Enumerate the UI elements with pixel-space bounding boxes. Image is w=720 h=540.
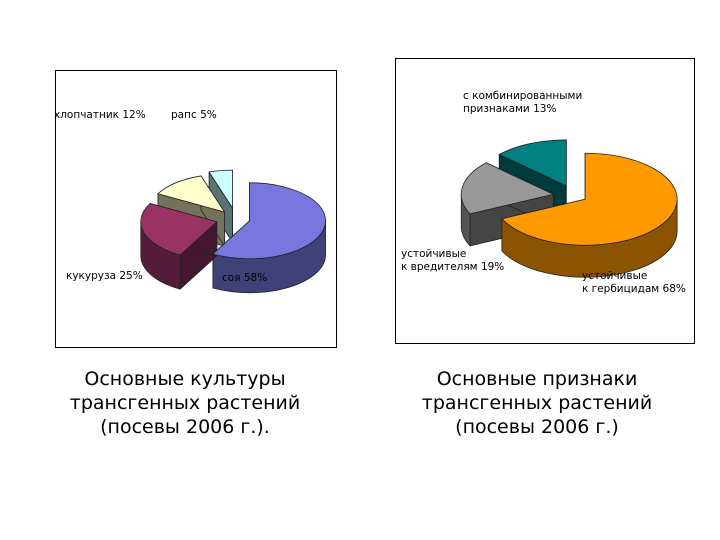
- caption-traits: Основные признаки трансгенных растений (…: [421, 368, 653, 438]
- traits-slice-1-top: [460, 162, 554, 215]
- label-corn: кукуруза 25%: [66, 270, 143, 282]
- label-rapeseed: рапс 5%: [171, 109, 217, 121]
- crops-slice-0-top: [212, 182, 326, 260]
- label-cotton: хлопчатник 12%: [54, 109, 146, 121]
- crops-slice-2-top: [157, 175, 225, 213]
- caption-crops: Основные культуры трансгенных растений (…: [69, 368, 301, 438]
- traits-slice-0-top: [501, 152, 678, 246]
- chart-area-crops: хлопчатник 12% рапс 5% кукуруза 25% соя …: [54, 70, 337, 348]
- traits-slice-2-top: [498, 139, 567, 187]
- crops-slice-1-top: [140, 203, 218, 256]
- label-soy: соя 58%: [222, 272, 268, 284]
- pie-chart-traits: [460, 139, 678, 278]
- label-combined-traits: с комбинированными признаками 13%: [463, 90, 583, 115]
- label-pest-resistant: устойчивые к вредителям 19%: [401, 248, 505, 273]
- pie-chart-crops: [140, 169, 326, 294]
- chart-area-traits: с комбинированными признаками 13% устойч…: [395, 58, 695, 344]
- label-herbicide-tolerant: устойчивые к гербицидам 68%: [582, 270, 686, 295]
- crops-slice-3-top: [208, 169, 233, 209]
